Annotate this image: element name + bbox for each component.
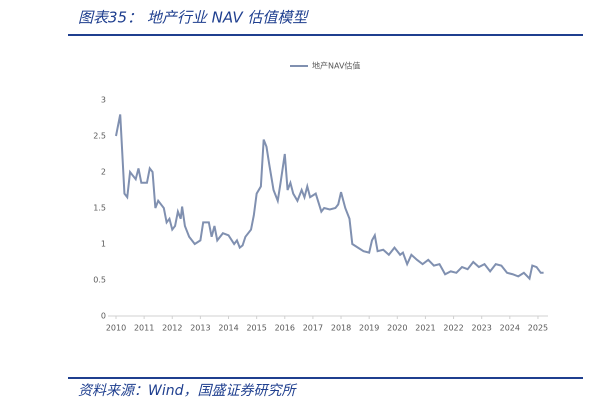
x-tick-label: 2023	[472, 324, 492, 333]
x-tick-label: 2015	[246, 324, 266, 333]
y-tick-label: 1.5	[93, 204, 106, 213]
x-tick-label: 2022	[443, 324, 463, 333]
page-title: 图表35： 地产行业 NAV 估值模型	[78, 9, 309, 27]
x-tick-label: 2020	[387, 324, 407, 333]
data-line	[115, 114, 544, 281]
x-tick-label: 2021	[415, 324, 435, 333]
x-tick-label: 2013	[190, 324, 210, 333]
y-tick-label: 0.5	[93, 276, 106, 285]
x-tick-label: 2019	[359, 324, 379, 333]
x-tick-label: 2012	[162, 324, 182, 333]
x-tick-label: 2018	[331, 324, 351, 333]
x-tick-label: 2011	[134, 324, 154, 333]
x-tick-label: 2025	[528, 324, 548, 333]
y-tick-label: 1	[101, 240, 106, 249]
y-tick-label: 0	[101, 312, 106, 321]
x-tick-label: 2014	[218, 324, 238, 333]
x-tick-label: 2017	[303, 324, 323, 333]
y-tick-label: 2.5	[93, 132, 106, 141]
x-tick-label: 2010	[106, 324, 126, 333]
legend-label: 地产NAV估值	[312, 61, 360, 71]
y-tick-label: 2	[101, 168, 106, 177]
source: 资料来源：Wind，国盛证券研究所	[78, 383, 297, 399]
y-tick-label: 3	[101, 96, 106, 105]
x-tick-label: 2024	[500, 324, 520, 333]
x-tick-label: 2016	[275, 324, 295, 333]
